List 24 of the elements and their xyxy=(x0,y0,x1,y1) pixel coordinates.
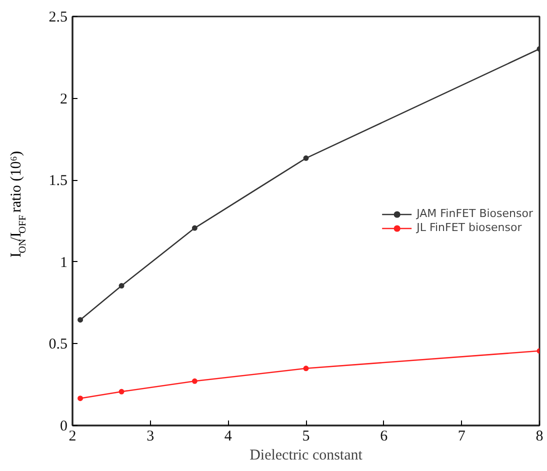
point xyxy=(303,366,309,372)
x-tick-label: 8 xyxy=(536,428,544,444)
x-tick-label: 3 xyxy=(146,428,154,444)
point xyxy=(192,225,198,231)
y-tick-label: 2 xyxy=(60,91,68,108)
legend-label: JAM FinFET Biosensor xyxy=(416,206,533,220)
x-axis-title: Dielectric constant xyxy=(250,448,364,464)
point xyxy=(303,155,309,161)
point xyxy=(192,378,198,384)
x-tick-label: 4 xyxy=(224,428,232,444)
x-tick-label: 5 xyxy=(302,428,310,444)
point xyxy=(118,283,124,289)
point xyxy=(118,388,124,394)
y-tick-label: 1.5 xyxy=(48,173,68,190)
y-tick-label: 2.5 xyxy=(48,10,68,26)
point xyxy=(78,317,84,323)
y-tick-label: 1 xyxy=(60,254,68,271)
x-tick-label: 7 xyxy=(458,428,466,444)
y-tick-label: 0.5 xyxy=(48,336,68,353)
legend-label: JL FinFET biosensor xyxy=(416,220,522,234)
x-tick-label: 6 xyxy=(380,428,388,444)
point xyxy=(78,396,84,402)
y-tick-label: 0 xyxy=(60,418,68,434)
y-axis-title: ION/IOFF ratio (10⁶) xyxy=(8,151,28,258)
